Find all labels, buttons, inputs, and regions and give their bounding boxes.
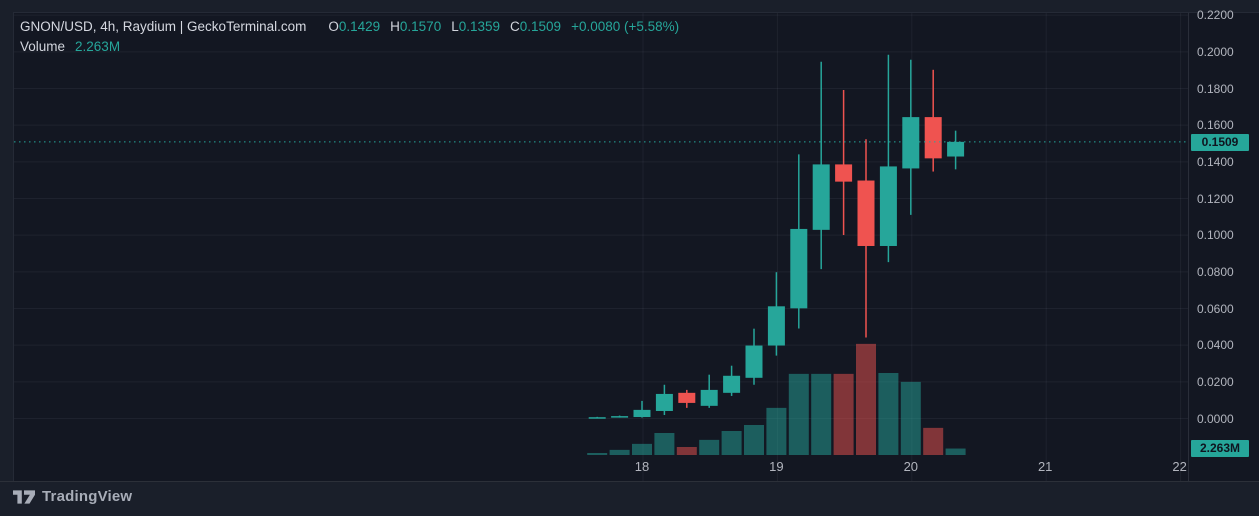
- candlestick-chart: [14, 13, 1189, 481]
- price-axis-label: 0.0000: [1197, 411, 1234, 426]
- time-axis-label: 18: [634, 459, 650, 474]
- candle-body: [678, 392, 696, 403]
- price-axis-label: 0.1600: [1197, 118, 1234, 133]
- candle-body: [633, 409, 651, 418]
- symbol-title: GNON/USD, 4h, Raydium | GeckoTerminal.co…: [20, 18, 307, 34]
- candle-body: [812, 164, 830, 230]
- low-label: L: [451, 18, 459, 34]
- volume-bar: [900, 381, 921, 455]
- low-value: 0.1359: [458, 18, 501, 34]
- price-axis-label: 0.1800: [1197, 81, 1234, 96]
- price-axis-label: 0.0200: [1197, 374, 1234, 389]
- candle-body: [723, 375, 741, 393]
- volume-bar: [923, 427, 944, 455]
- candle-body: [700, 389, 718, 406]
- candle-body: [588, 417, 606, 419]
- volume-bar: [945, 448, 966, 455]
- last-price-badge: 0.1509: [1191, 133, 1249, 151]
- volume-bar: [654, 433, 675, 455]
- time-axis-label: 20: [903, 459, 919, 474]
- time-axis-label: 22: [1172, 459, 1187, 474]
- change-value: +0.0080 (+5.58%): [571, 18, 680, 34]
- price-axis-label: 0.0800: [1197, 264, 1234, 279]
- volume-row: Volume 2.263M: [20, 36, 679, 56]
- chart-plot-area[interactable]: GNON/USD, 4h, Raydium | GeckoTerminal.co…: [13, 12, 1189, 481]
- last-volume-badge: 2.263M: [1191, 439, 1249, 457]
- volume-bar: [587, 453, 608, 455]
- price-axis-label: 0.1200: [1197, 191, 1234, 206]
- volume-bar: [721, 431, 742, 455]
- volume-bar: [788, 373, 809, 455]
- candle-body: [924, 117, 942, 159]
- tradingview-logo[interactable]: TradingView: [13, 488, 132, 505]
- price-axis-label: 0.2200: [1197, 8, 1234, 23]
- candle-body: [745, 345, 763, 378]
- high-label: H: [390, 18, 400, 34]
- price-axis-label: 0.2000: [1197, 44, 1234, 59]
- candle-body: [835, 164, 853, 182]
- candle-body: [879, 166, 897, 246]
- tradingview-brand-text: TradingView: [42, 488, 133, 505]
- candle-body: [857, 180, 875, 246]
- volume-bar: [833, 373, 854, 455]
- close-label: C: [510, 18, 520, 34]
- time-axis-label: 19: [769, 459, 784, 474]
- volume-bar: [699, 439, 720, 455]
- volume-bar: [766, 407, 787, 455]
- price-axis-label: 0.1000: [1197, 228, 1234, 243]
- time-axis-label: 21: [1037, 459, 1053, 474]
- volume-bar: [609, 449, 630, 455]
- chart-legend: GNON/USD, 4h, Raydium | GeckoTerminal.co…: [20, 16, 679, 56]
- price-axis-label: 0.0400: [1197, 338, 1234, 353]
- bottom-toolbar: TradingView: [0, 481, 1259, 516]
- volume-bar: [744, 425, 764, 455]
- volume-bar: [811, 373, 832, 455]
- volume-bar: [632, 443, 652, 455]
- candle-body: [902, 117, 920, 169]
- price-axis[interactable]: 0.1509 2.263M 0.2200 0.2000 0.1800 0.1600 0.…: [1188, 8, 1259, 481]
- volume-value: 2.263M: [75, 38, 121, 54]
- candle-body: [947, 141, 965, 157]
- candle-body: [790, 228, 808, 309]
- price-axis-label: 0.0600: [1197, 301, 1234, 316]
- volume-bar: [676, 447, 697, 455]
- candle-body: [767, 306, 785, 346]
- tradingview-mark-icon: [13, 489, 35, 504]
- time-axis[interactable]: 18 19 20 21 22: [13, 455, 1188, 480]
- high-value: 0.1570: [399, 18, 442, 34]
- open-value: 0.1429: [338, 18, 381, 34]
- price-axis-label: 0.1400: [1197, 154, 1234, 169]
- volume-label: Volume: [20, 38, 66, 54]
- volume-bar: [878, 373, 899, 455]
- candle-body: [655, 393, 673, 411]
- candle-body: [611, 416, 629, 418]
- close-value: 0.1509: [519, 18, 562, 34]
- symbol-row: GNON/USD, 4h, Raydium | GeckoTerminal.co…: [20, 16, 679, 36]
- volume-bar: [856, 343, 876, 455]
- open-label: O: [328, 18, 339, 34]
